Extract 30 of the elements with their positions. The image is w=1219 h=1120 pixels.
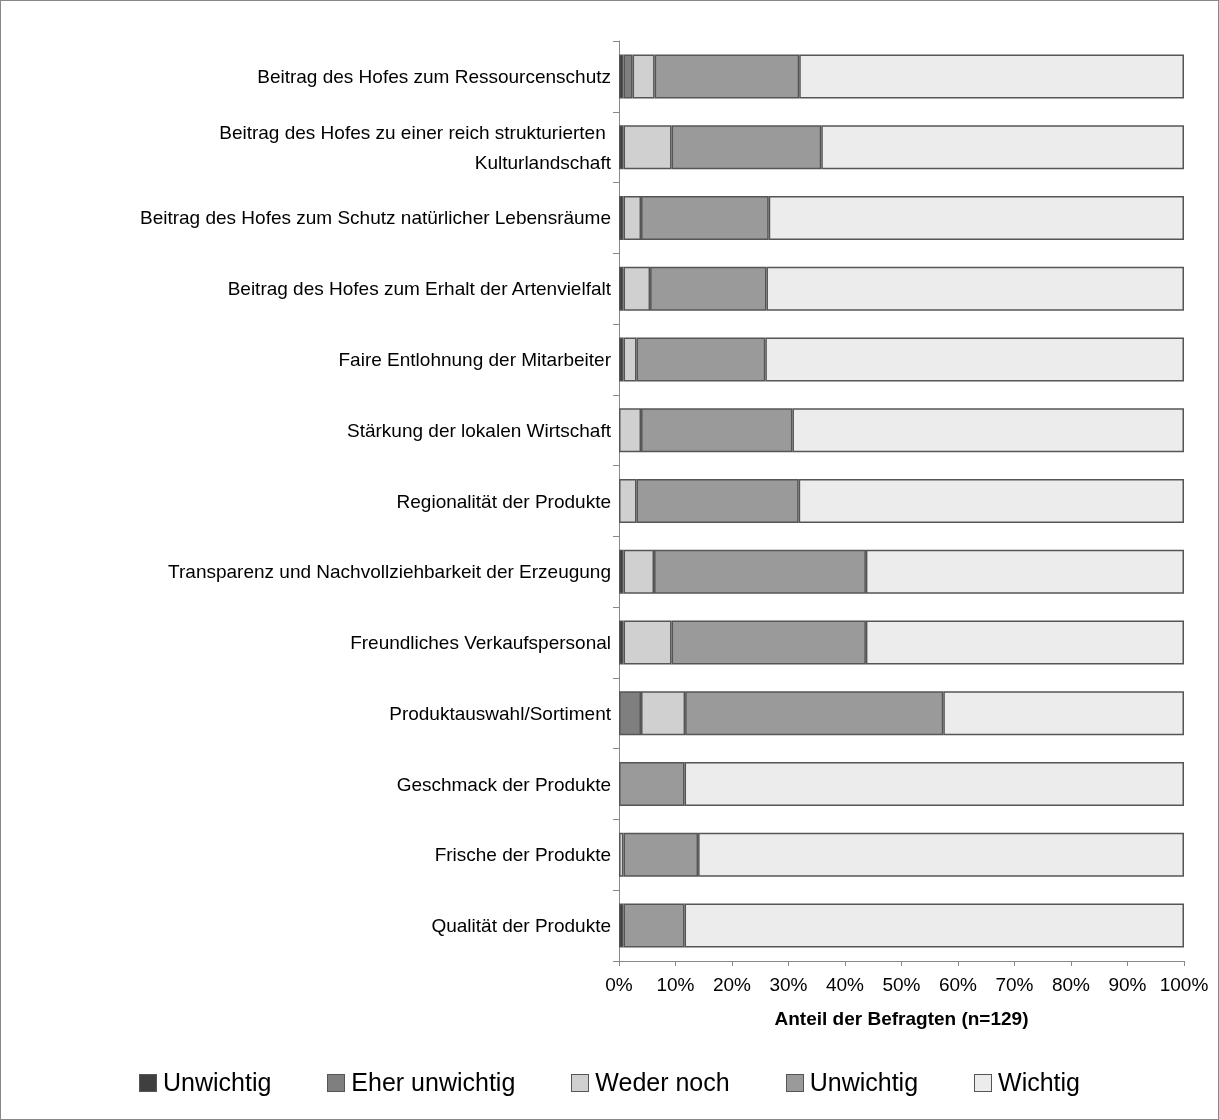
x-tick-label: 90% <box>1108 974 1147 995</box>
y-tick-label: Beitrag des Hofes zu einer reich strukturierten Kulturlandschaft <box>219 121 612 173</box>
x-tick-label: 80% <box>1051 974 1091 995</box>
x-tick-label: 30% <box>769 974 808 995</box>
y-tick-label: Geschmack der Produkte <box>396 773 611 795</box>
y-tick-label: Beitrag des Hofes zum Ressourcenschutz <box>257 65 611 87</box>
legend-label: Wichtig <box>998 1068 1081 1097</box>
legend-label: Weder noch <box>595 1068 730 1097</box>
x-axis-title: Anteil der Befragten (n=129) <box>774 1008 1029 1029</box>
x-tick-label: 60% <box>938 974 978 995</box>
y-tick-label: Qualität der Produkte <box>431 915 611 937</box>
x-tick-label: 40% <box>825 974 865 995</box>
y-tick-label: Freundliches Verkaufspersonal <box>350 632 611 654</box>
x-tick-label: 20% <box>712 974 752 995</box>
legend-label: Unwichtig <box>809 1068 919 1097</box>
x-tick-label: 70% <box>995 974 1034 995</box>
legend-label: Unwichtig <box>162 1068 272 1097</box>
y-tick-label: Beitrag des Hofes zum Erhalt der Artenvielfalt <box>227 278 612 300</box>
y-tick-label: Stärkung der lokalen Wirtschaft <box>346 419 612 441</box>
x-tick-label: 100% <box>1159 974 1209 995</box>
y-tick-label: Transparenz und Nachvollziehbarkeit der Erzeugung <box>168 561 611 583</box>
x-tick-label: 50% <box>882 974 921 995</box>
legend-label: Eher unwichtig <box>351 1068 516 1097</box>
x-tick-label: 10% <box>656 974 695 995</box>
y-tick-label: Frische der Produkte <box>434 844 611 866</box>
y-tick-label: Faire Entlohnung der Mitarbeiter <box>338 348 612 370</box>
y-tick-label: Regionalität der Produkte <box>396 490 611 512</box>
x-tick-label: 0% <box>605 974 633 995</box>
y-tick-label: Produktauswahl/Sortiment <box>389 702 612 724</box>
y-tick-label: Beitrag des Hofes zum Schutz natürlicher Lebensräume <box>139 207 611 229</box>
